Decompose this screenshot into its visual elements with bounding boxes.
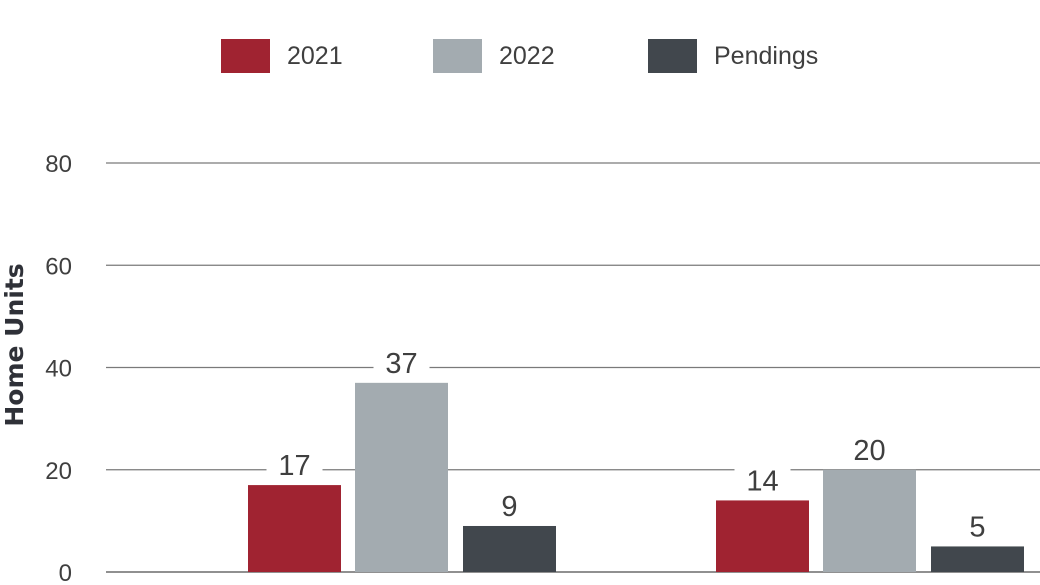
value-label-2022-group-2: 20: [853, 435, 885, 467]
y-tick-label-20: 20: [45, 458, 72, 485]
bar-2022-group-2: [823, 469, 916, 572]
y-axis-title: Home Units: [0, 263, 29, 426]
value-label-pendings-group-1: 9: [501, 491, 517, 523]
y-tick-label-0: 0: [59, 560, 72, 585]
value-label-2022-group-1: 37: [385, 348, 417, 380]
y-tick-label-60: 60: [45, 253, 72, 280]
legend: 2021 2022 Pendings: [0, 0, 1040, 110]
legend-label-2021: 2021: [287, 42, 343, 70]
bar-2021-group-1: [248, 485, 341, 572]
value-label-pendings-group-2: 5: [969, 511, 985, 543]
value-label-bg-2021-2: [734, 462, 791, 495]
legend-label-2022: 2022: [499, 42, 555, 70]
value-label-bg-pendings-2: [958, 508, 997, 541]
value-label-2021-group-2: 14: [746, 465, 778, 497]
value-label-bg-2021-1: [266, 447, 323, 480]
value-label-bg-2022-2: [841, 431, 898, 464]
legend-item-pendings: Pendings: [648, 39, 818, 73]
bar-2021-group-2: [716, 500, 809, 572]
bar-pendings-group-1: [463, 525, 556, 572]
legend-swatch-2021: [221, 39, 270, 73]
y-tick-label-40: 40: [45, 356, 72, 383]
y-tick-label-80: 80: [45, 151, 72, 178]
legend-item-2022: 2022: [433, 39, 555, 73]
value-label-bg-2022-1: [373, 344, 430, 377]
value-label-2021-group-1: 17: [278, 450, 310, 482]
value-label-bg-pendings-1: [490, 487, 529, 520]
legend-label-pendings: Pendings: [714, 42, 819, 70]
legend-item-2021: 2021: [221, 39, 343, 73]
bar-2022-group-1: [355, 382, 448, 572]
legend-swatch-2022: [433, 39, 482, 73]
bar-pendings-group-2: [931, 546, 1024, 572]
legend-swatch-pendings: [648, 39, 697, 73]
